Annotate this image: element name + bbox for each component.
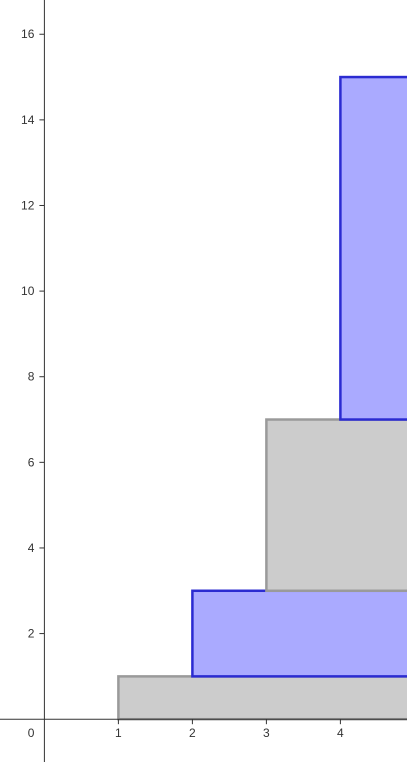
y-tick-label: 12 (21, 198, 35, 212)
bar-4-blue (339, 75, 407, 421)
bars-layer (117, 75, 407, 721)
x-tick-label: 3 (263, 726, 270, 740)
x-tick-label: 1 (115, 726, 122, 740)
bar-3-gray (265, 418, 407, 593)
y-tick-label: 10 (21, 284, 35, 298)
y-tick-label: 6 (28, 455, 35, 469)
y-tick-label: 4 (28, 541, 35, 555)
y-tick-label: 8 (28, 370, 35, 384)
x-tick-label: 4 (337, 726, 344, 740)
y-tick-label: 16 (21, 27, 35, 41)
bar-2-blue (191, 589, 407, 678)
y-tick-label: 2 (28, 627, 35, 641)
origin-label: 0 (28, 726, 35, 740)
bar-1-gray (117, 675, 407, 721)
x-tick-label: 2 (189, 726, 196, 740)
y-tick-label: 14 (21, 113, 35, 127)
